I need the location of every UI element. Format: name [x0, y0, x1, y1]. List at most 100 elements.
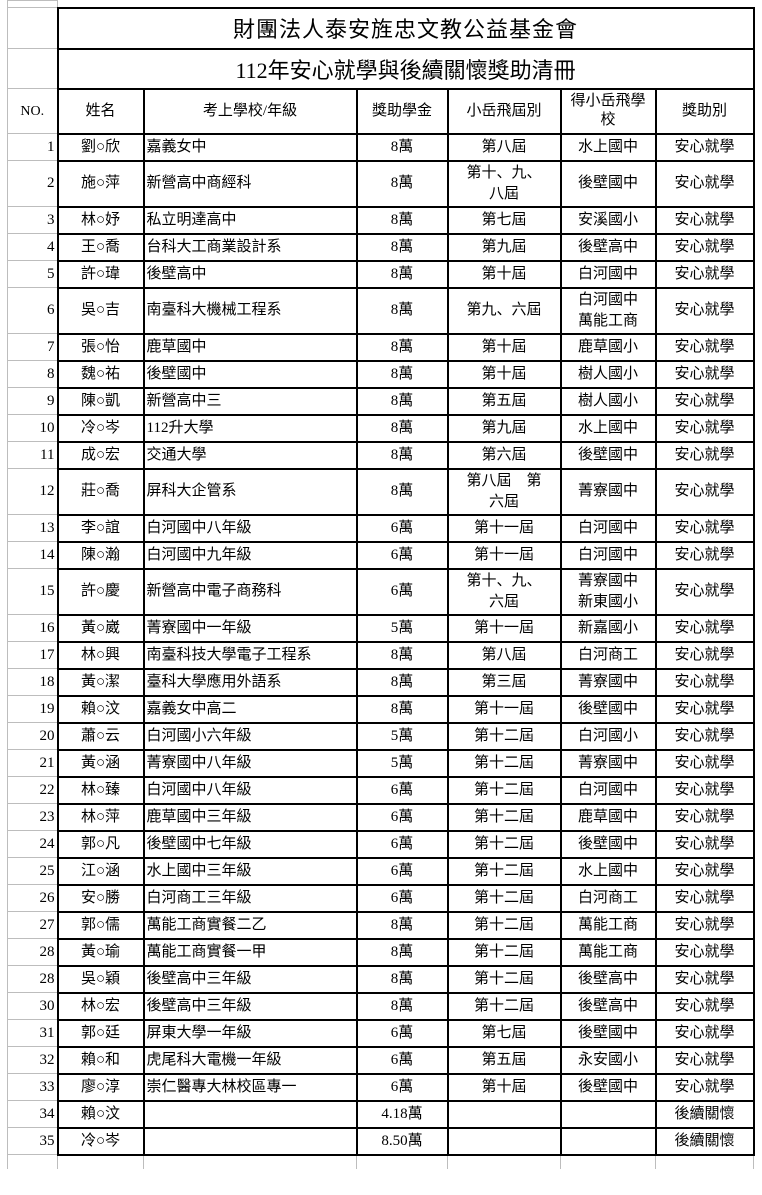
cell-name: 郭○儒 [56, 910, 145, 940]
cell-session: 第十一屆 [446, 513, 562, 543]
cell-school: 白河國中八年級 [142, 513, 358, 543]
cell-yuefei-school: 後壁國中 [559, 694, 657, 724]
cell-name: 賴○汶 [56, 694, 145, 724]
cell-no: 3 [7, 206, 58, 234]
cell-grant-type: 安心就學 [654, 613, 755, 643]
cell-no: 5 [7, 260, 58, 288]
cell-amount: 6萬 [355, 1018, 449, 1048]
cell-session: 第十二屆 [446, 910, 562, 940]
cell-yuefei-school: 後壁高中 [559, 991, 657, 1021]
table-row: 34 賴○汶 4.18萬 後續關懷 [7, 1099, 755, 1129]
cell-amount: 8萬 [355, 694, 449, 724]
cell-grant-type: 安心就學 [654, 964, 755, 994]
cell-no: 31 [7, 1019, 58, 1047]
cell-yuefei-school: 菁寮國中 [559, 667, 657, 697]
table-row: 9 陳○凱 新營高中三 8萬 第五屆 樹人國小 安心就學 [7, 386, 755, 416]
cell-name: 江○涵 [56, 856, 145, 886]
cell-no: 11 [7, 441, 58, 469]
col-header-school: 考上學校/年級 [142, 87, 358, 135]
cell-school: 崇仁醫專大林校區專一 [142, 1072, 358, 1102]
cell-name: 許○瑋 [56, 259, 145, 289]
bottom-strip-cell [143, 1154, 357, 1169]
cell-amount: 5萬 [355, 721, 449, 751]
cell-name: 許○慶 [56, 567, 145, 616]
cell-session: 第十、九、 六屆 [446, 567, 562, 616]
cell-session: 第七屆 [446, 1018, 562, 1048]
cell-yuefei-school: 安溪國小 [559, 205, 657, 235]
table-row: 28 吳○穎 後壁高中三年級 8萬 第十二屆 後壁高中 安心就學 [7, 964, 755, 994]
cell-yuefei-school: 永安國小 [559, 1045, 657, 1075]
top-strip-no-cell [7, 0, 58, 8]
cell-school: 112升大學 [142, 413, 358, 443]
cell-grant-type: 安心就學 [654, 1045, 755, 1075]
cell-session: 第十二屆 [446, 775, 562, 805]
grant-table: 財團法人泰安旌忠文教公益基金會 112年安心就學與後續關懷獎助清冊 NO. 姓名… [7, 0, 755, 1169]
cell-grant-type: 安心就學 [654, 540, 755, 570]
table-row: 7 張○怡 鹿草國中 8萬 第十屆 鹿草國小 安心就學 [7, 332, 755, 362]
cell-amount: 8萬 [355, 259, 449, 289]
cell-school: 白河國中九年級 [142, 540, 358, 570]
cell-grant-type: 安心就學 [654, 259, 755, 289]
cell-yuefei-school: 菁寮國中 [559, 748, 657, 778]
cell-school: 台科大工商業設計系 [142, 232, 358, 262]
cell-session: 第七屆 [446, 205, 562, 235]
cell-session: 第十一屆 [446, 540, 562, 570]
cell-amount: 6萬 [355, 1072, 449, 1102]
cell-session: 第八屆 [446, 132, 562, 162]
cell-session: 第十二屆 [446, 721, 562, 751]
cell-no: 2 [7, 160, 58, 207]
cell-grant-type: 安心就學 [654, 467, 755, 516]
table-row: 3 林○妤 私立明達高中 8萬 第七屆 安溪國小 安心就學 [7, 205, 755, 235]
cell-session: 第五屆 [446, 386, 562, 416]
cell-name: 劉○欣 [56, 132, 145, 162]
cell-yuefei-school: 後壁國中 [559, 1072, 657, 1102]
cell-yuefei-school: 樹人國小 [559, 359, 657, 389]
cell-no: 24 [7, 830, 58, 858]
list-title-no-cell [7, 48, 58, 89]
cell-school [142, 1126, 358, 1156]
cell-school: 私立明達高中 [142, 205, 358, 235]
cell-session: 第九、六屆 [446, 286, 562, 335]
cell-amount: 6萬 [355, 513, 449, 543]
cell-name: 林○臻 [56, 775, 145, 805]
cell-yuefei-school: 後壁國中 [559, 1018, 657, 1048]
col-header-yuefei-school: 得小岳飛學 校 [559, 87, 657, 135]
table-row: 28 黃○瑜 萬能工商實餐一甲 8萬 第十二屆 萬能工商 安心就學 [7, 937, 755, 967]
cell-grant-type: 安心就學 [654, 359, 755, 389]
cell-school: 虎尾科大電機一年級 [142, 1045, 358, 1075]
cell-grant-type: 安心就學 [654, 413, 755, 443]
cell-session: 第五屆 [446, 1045, 562, 1075]
cell-name: 成○宏 [56, 440, 145, 470]
table-row: 25 江○涵 水上國中三年級 6萬 第十二屆 水上國中 安心就學 [7, 856, 755, 886]
cell-name: 莊○喬 [56, 467, 145, 516]
cell-session: 第十屆 [446, 332, 562, 362]
cell-school: 萬能工商實餐一甲 [142, 937, 358, 967]
cell-no: 28 [7, 965, 58, 993]
bottom-strip-cell [654, 1154, 755, 1169]
cell-session: 第十、九、 八屆 [446, 159, 562, 208]
cell-grant-type: 安心就學 [654, 667, 755, 697]
org-title-row: 財團法人泰安旌忠文教公益基金會 [7, 6, 755, 50]
cell-name: 陳○凱 [56, 386, 145, 416]
cell-school: 嘉義女中 [142, 132, 358, 162]
cell-yuefei-school: 水上國中 [559, 413, 657, 443]
cell-session: 第十屆 [446, 359, 562, 389]
cell-name: 冷○岑 [56, 1126, 145, 1156]
cell-no: 4 [7, 233, 58, 261]
cell-no: 12 [7, 468, 58, 515]
cell-name: 冷○岑 [56, 413, 145, 443]
table-row: 8 魏○祐 後壁國中 8萬 第十屆 樹人國小 安心就學 [7, 359, 755, 389]
cell-amount: 4.18萬 [355, 1099, 449, 1129]
cell-session [446, 1099, 562, 1129]
cell-yuefei-school: 後壁高中 [559, 964, 657, 994]
cell-no: 6 [7, 287, 58, 334]
cell-grant-type: 後續關懷 [654, 1126, 755, 1156]
col-header-no: NO. [7, 88, 58, 134]
table-row: 24 郭○凡 後壁國中七年級 6萬 第十二屆 後壁國中 安心就學 [7, 829, 755, 859]
bottom-gridline-strip [7, 1154, 755, 1169]
cell-no: 9 [7, 387, 58, 415]
cell-yuefei-school: 白河國中 [559, 540, 657, 570]
cell-amount: 8萬 [355, 640, 449, 670]
cell-school: 萬能工商實餐二乙 [142, 910, 358, 940]
